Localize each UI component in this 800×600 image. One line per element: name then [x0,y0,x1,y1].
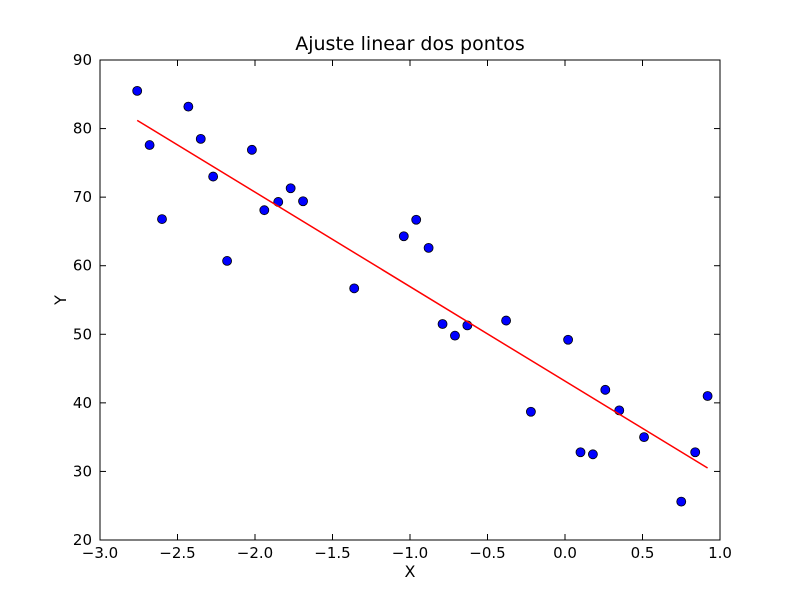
data-point [183,101,194,112]
data-point [501,315,512,326]
data-point [195,133,206,144]
data-point [132,85,143,96]
y-tick-label: 70 [73,188,92,206]
data-point [246,144,257,155]
x-tick-label: −1.5 [314,544,350,562]
chart-title: Ajuste linear dos pontos [295,33,525,55]
y-tick-label: 50 [73,325,92,343]
plot-area [132,85,713,507]
data-point [639,432,649,443]
data-point [208,171,219,182]
y-axis-label: Y [51,295,70,306]
x-tick-label: −3.0 [82,544,118,562]
data-point [259,205,270,216]
x-tick-label: −2.0 [237,544,273,562]
x-axis-label: X [405,562,416,581]
x-tick-label: −0.5 [469,544,505,562]
data-point [349,283,360,294]
data-point [144,140,155,150]
x-tick-label: −2.5 [159,544,195,562]
x-tick-label: −1.0 [392,544,428,562]
data-point [398,231,409,242]
data-point [437,319,448,329]
data-point [588,449,598,460]
data-point [676,496,687,507]
y-tick-label: 30 [73,462,92,480]
y-tick-label: 90 [73,51,92,69]
plot-frame [99,59,721,541]
data-point [563,334,573,345]
data-point [411,214,422,225]
x-tick-label: 0.0 [553,544,577,562]
data-point [222,256,233,266]
data-point [600,384,611,395]
data-point [423,242,434,253]
data-point [450,330,460,341]
data-point [526,406,536,417]
y-tick-label: 80 [73,120,92,138]
y-tick-label: 60 [73,257,92,275]
data-point [702,391,713,401]
data-point [157,214,167,224]
axis-ticks: −3.0 −2.5 −2.0 −1.5 −1.0 −0.5 0.0 0.5 1.0 20 30 40 5… [73,51,732,562]
fit-line [136,119,708,469]
y-tick-label: 40 [73,394,92,412]
data-point [298,196,308,207]
data-point [285,183,296,194]
x-tick-label: 1.0 [708,544,732,562]
data-point [575,447,586,458]
data-point [690,447,701,458]
x-tick-label: 0.5 [631,544,655,562]
y-tick-label: 20 [73,531,92,549]
